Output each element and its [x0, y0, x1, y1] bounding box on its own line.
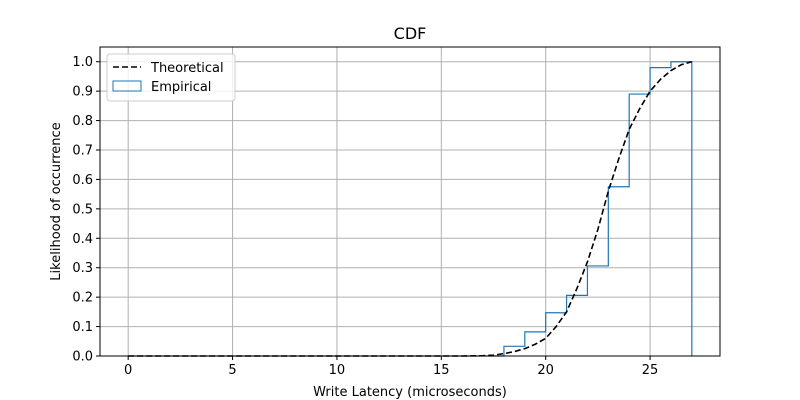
x-tick-label: 25	[642, 363, 659, 378]
chart-title: CDF	[394, 24, 427, 43]
legend-empirical-swatch	[112, 80, 142, 92]
legend-box	[106, 53, 236, 102]
empirical-step-line	[128, 61, 693, 357]
y-axis-label: Likelihood of occurrence	[49, 122, 64, 280]
x-tick-label: 10	[329, 363, 346, 378]
y-tick-label: 0.0	[72, 350, 93, 365]
axes-ticks: 0 5 10 15 20 25 0.0 0.1 0.2 0.3 0.4 0.5 0.6 0.7 0.8 0.9…	[72, 55, 658, 378]
grid	[100, 47, 720, 357]
y-tick-label: 0.7	[72, 144, 93, 159]
x-tick-label: 15	[433, 363, 450, 378]
x-tick-label: 0	[124, 363, 132, 378]
y-tick-label: 0.9	[72, 85, 93, 100]
legend: Theoretical Empirical	[106, 53, 236, 102]
y-tick-label: 0.5	[72, 202, 93, 217]
y-tick-label: 0.6	[72, 173, 93, 188]
legend-empirical-label: Empirical	[151, 80, 211, 95]
y-tick-label: 0.2	[72, 291, 93, 306]
y-tick-label: 0.8	[72, 114, 93, 129]
x-tick-label: 20	[537, 363, 554, 378]
y-tick-label: 0.4	[72, 232, 93, 247]
x-axis-label: Write Latency (microseconds)	[313, 385, 507, 400]
legend-theoretical-label: Theoretical	[150, 61, 224, 76]
y-tick-label: 1.0	[72, 55, 93, 70]
y-tick-label: 0.1	[72, 320, 93, 335]
plot-frame	[99, 46, 721, 357]
x-tick-label: 5	[228, 363, 236, 378]
y-tick-label: 0.3	[72, 261, 93, 276]
